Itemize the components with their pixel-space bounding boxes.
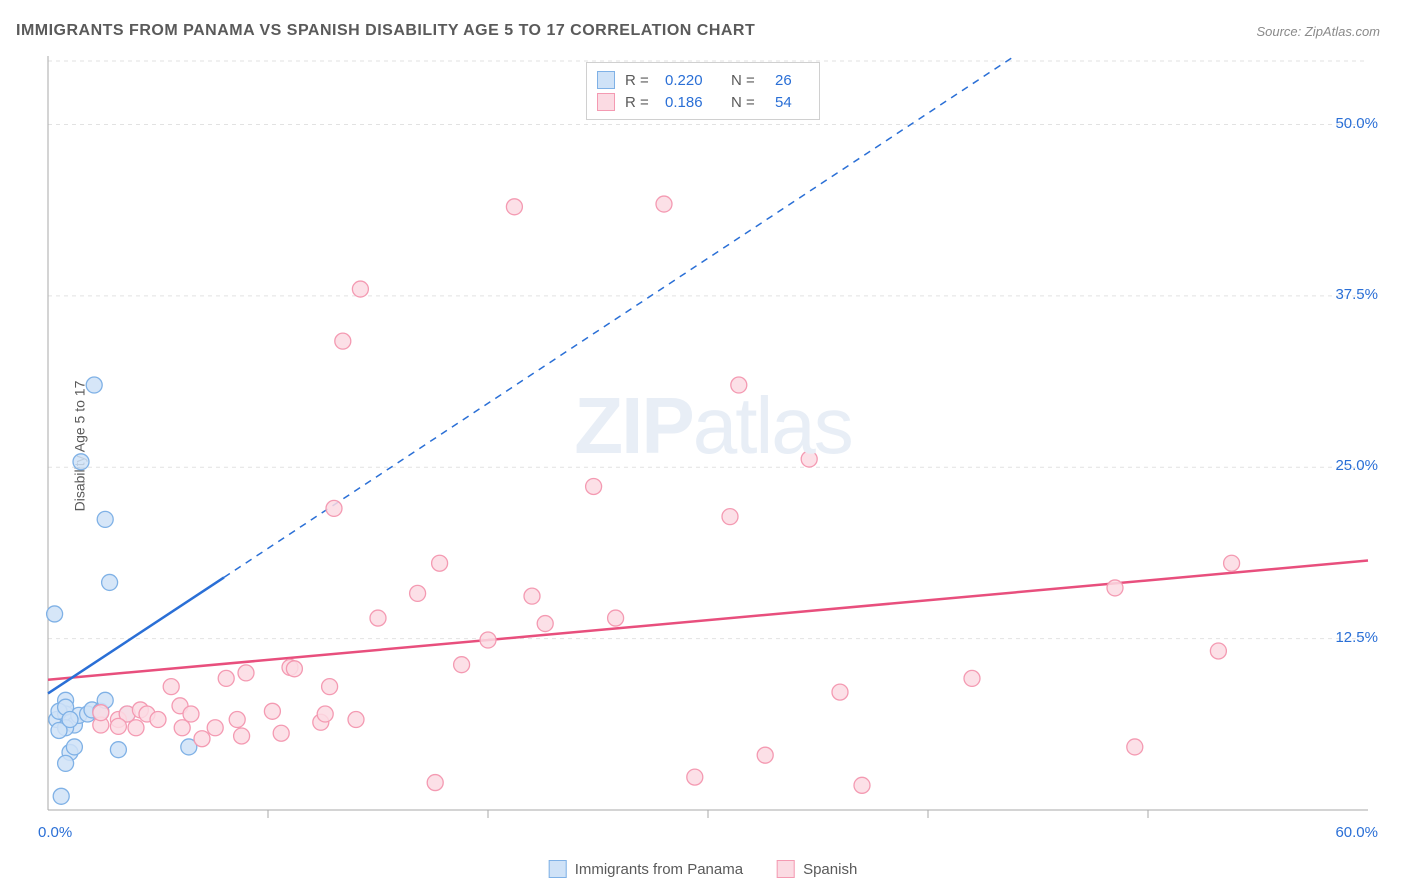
y-tick-label: 37.5% xyxy=(1335,286,1378,303)
correlation-legend: R = 0.220 N = 26 R = 0.186 N = 54 xyxy=(586,62,820,120)
x-min-label: 0.0% xyxy=(38,824,72,841)
legend-swatch-spanish xyxy=(597,93,615,111)
y-tick-label: 12.5% xyxy=(1335,629,1378,646)
r-value-panama: 0.220 xyxy=(665,72,721,89)
n-value-panama: 26 xyxy=(775,72,805,89)
scatter-plot: ZIPatlas xyxy=(48,56,1378,826)
legend-swatch-spanish xyxy=(777,860,795,878)
legend-row-spanish: R = 0.186 N = 54 xyxy=(597,91,805,113)
r-label: R = xyxy=(625,72,655,89)
r-value-spanish: 0.186 xyxy=(665,94,721,111)
legend-item-panama: Immigrants from Panama xyxy=(549,860,743,878)
x-max-label: 60.0% xyxy=(1335,824,1378,841)
n-label: N = xyxy=(731,72,765,89)
r-label: R = xyxy=(625,94,655,111)
source-attribution: Source: ZipAtlas.com xyxy=(1256,24,1380,39)
legend-label-panama: Immigrants from Panama xyxy=(575,861,743,878)
chart-title: IMMIGRANTS FROM PANAMA VS SPANISH DISABI… xyxy=(16,22,755,40)
legend-swatch-panama xyxy=(597,71,615,89)
legend-row-panama: R = 0.220 N = 26 xyxy=(597,69,805,91)
n-value-spanish: 54 xyxy=(775,94,805,111)
legend-item-spanish: Spanish xyxy=(777,860,857,878)
y-tick-label: 50.0% xyxy=(1335,115,1378,132)
n-label: N = xyxy=(731,94,765,111)
legend-label-spanish: Spanish xyxy=(803,861,857,878)
plot-svg xyxy=(48,56,1378,826)
series-legend: Immigrants from Panama Spanish xyxy=(549,860,858,878)
legend-swatch-panama xyxy=(549,860,567,878)
y-tick-label: 25.0% xyxy=(1335,457,1378,474)
